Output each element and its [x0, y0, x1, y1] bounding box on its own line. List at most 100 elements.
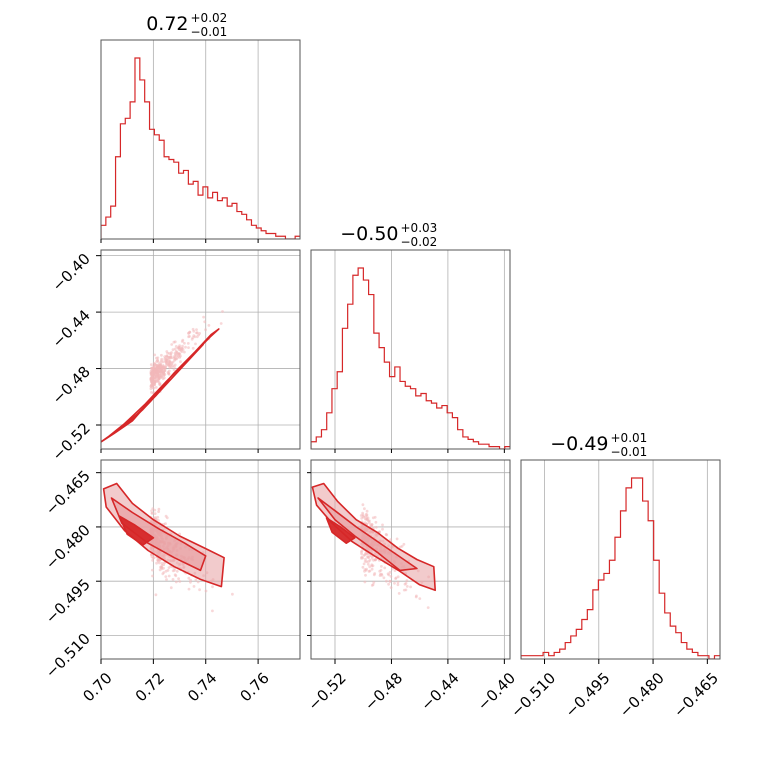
scatter-point: [156, 515, 160, 519]
y-tick-label: −0.48: [49, 363, 94, 408]
scatter-point: [157, 507, 161, 511]
scatter-point: [393, 581, 396, 585]
scatter-point: [169, 356, 172, 360]
x-tick-label: −0.52: [305, 669, 350, 714]
scatter-point: [167, 369, 171, 373]
contour-level-3: [325, 517, 356, 545]
scatter-point: [157, 519, 160, 522]
panel-frame: [310, 459, 511, 660]
scatter-point: [187, 346, 190, 349]
panel-title-median: 0.72: [146, 13, 188, 35]
x-tick-label: −0.44: [417, 669, 462, 714]
scatter-point: [394, 576, 398, 580]
panel-plot-area: [101, 40, 300, 239]
scatter-point: [221, 310, 224, 313]
scatter-point: [187, 331, 190, 335]
x-tick-label: −0.48: [361, 669, 406, 714]
scatter-point: [396, 575, 400, 579]
scatter-point: [360, 550, 363, 554]
scatter-point: [153, 508, 157, 512]
scatter-point: [153, 383, 157, 387]
scatter-point: [363, 580, 367, 584]
scatter-point: [361, 514, 365, 518]
scatter-point: [370, 584, 374, 587]
x-tick-label: 0.74: [184, 669, 220, 705]
scatter-point: [196, 580, 200, 584]
scatter-point: [363, 559, 367, 563]
scatter-point: [155, 561, 159, 565]
scatter-point: [150, 366, 154, 370]
scatter-point: [372, 573, 376, 577]
x-tick-label: 0.72: [132, 669, 168, 705]
scatter-point: [382, 576, 386, 580]
scatter-point: [197, 333, 201, 337]
panel-frame: [100, 459, 301, 660]
panel-title-plus: +0.03: [401, 221, 438, 235]
panel-title-minus: −0.01: [611, 445, 648, 459]
scatter-point: [367, 570, 371, 573]
scatter-point: [374, 525, 378, 529]
scatter-point: [150, 391, 153, 394]
scatter-point: [370, 564, 374, 568]
scatter-point: [362, 562, 366, 566]
scatter-point: [363, 507, 366, 511]
scatter-point: [204, 589, 208, 593]
y-tick-label: −0.480: [42, 521, 94, 573]
panel-title-median: −0.50: [340, 223, 398, 245]
scatter-point: [162, 372, 166, 376]
scatter-point: [153, 512, 157, 515]
scatter-point: [154, 593, 158, 597]
scatter-point: [173, 347, 177, 351]
scatter-point: [166, 569, 170, 572]
histogram-line: [101, 57, 300, 239]
x-tick-label: −0.465: [670, 669, 722, 721]
panel-frame: [100, 39, 301, 240]
scatter-point: [361, 503, 365, 507]
histogram-line: [311, 267, 510, 449]
scatter-point: [396, 583, 400, 587]
scatter-point: [195, 331, 199, 335]
scatter-point: [152, 365, 156, 369]
panel-frame: [310, 249, 511, 450]
scatter-point: [374, 558, 377, 562]
scatter-point: [389, 575, 393, 578]
scatter-point: [166, 363, 170, 367]
scatter-point: [183, 350, 186, 354]
panel-plot-area: [311, 460, 510, 659]
panel-background: [311, 250, 510, 449]
scatter-point: [181, 344, 184, 348]
scatter-point: [156, 359, 160, 362]
scatter-point: [211, 609, 214, 613]
scatter-point: [163, 367, 167, 371]
panel-frame: [100, 249, 301, 450]
scatter-point: [191, 346, 195, 350]
scatter-point: [204, 328, 208, 332]
scatter-point: [383, 566, 387, 570]
scatter-point: [211, 585, 214, 589]
scatter-point: [385, 533, 389, 537]
scatter-point: [153, 363, 157, 366]
scatter-point: [151, 559, 155, 562]
scatter-point: [174, 580, 178, 584]
scatter-point: [219, 322, 223, 325]
scatter-point: [165, 578, 168, 581]
scatter-point: [366, 518, 369, 522]
scatter-point: [157, 380, 161, 384]
scatter-point: [157, 363, 161, 367]
scatter-point: [368, 565, 372, 569]
scatter-point: [381, 527, 384, 531]
scatter-point: [360, 516, 364, 520]
scatter-point: [156, 369, 159, 373]
scatter-point: [192, 585, 196, 588]
scatter-point: [162, 370, 166, 374]
x-tick-label: −0.510: [507, 669, 559, 721]
panel-hist-2: −0.49 +0.01−0.01 −0.510 −0.495 −0.480 −0.465: [507, 431, 722, 721]
y-tick-label: −0.52: [49, 419, 94, 464]
scatter-point: [368, 521, 371, 525]
x-tick-label: 0.76: [237, 669, 273, 705]
scatter-point: [397, 592, 401, 595]
scatter-point: [156, 356, 160, 360]
scatter-point: [370, 524, 373, 528]
panel-2d-2-0: 0.70 0.72 0.74 0.76 −0.510−0.495−0.480−0.465: [42, 459, 301, 705]
scatter-point: [379, 568, 383, 572]
